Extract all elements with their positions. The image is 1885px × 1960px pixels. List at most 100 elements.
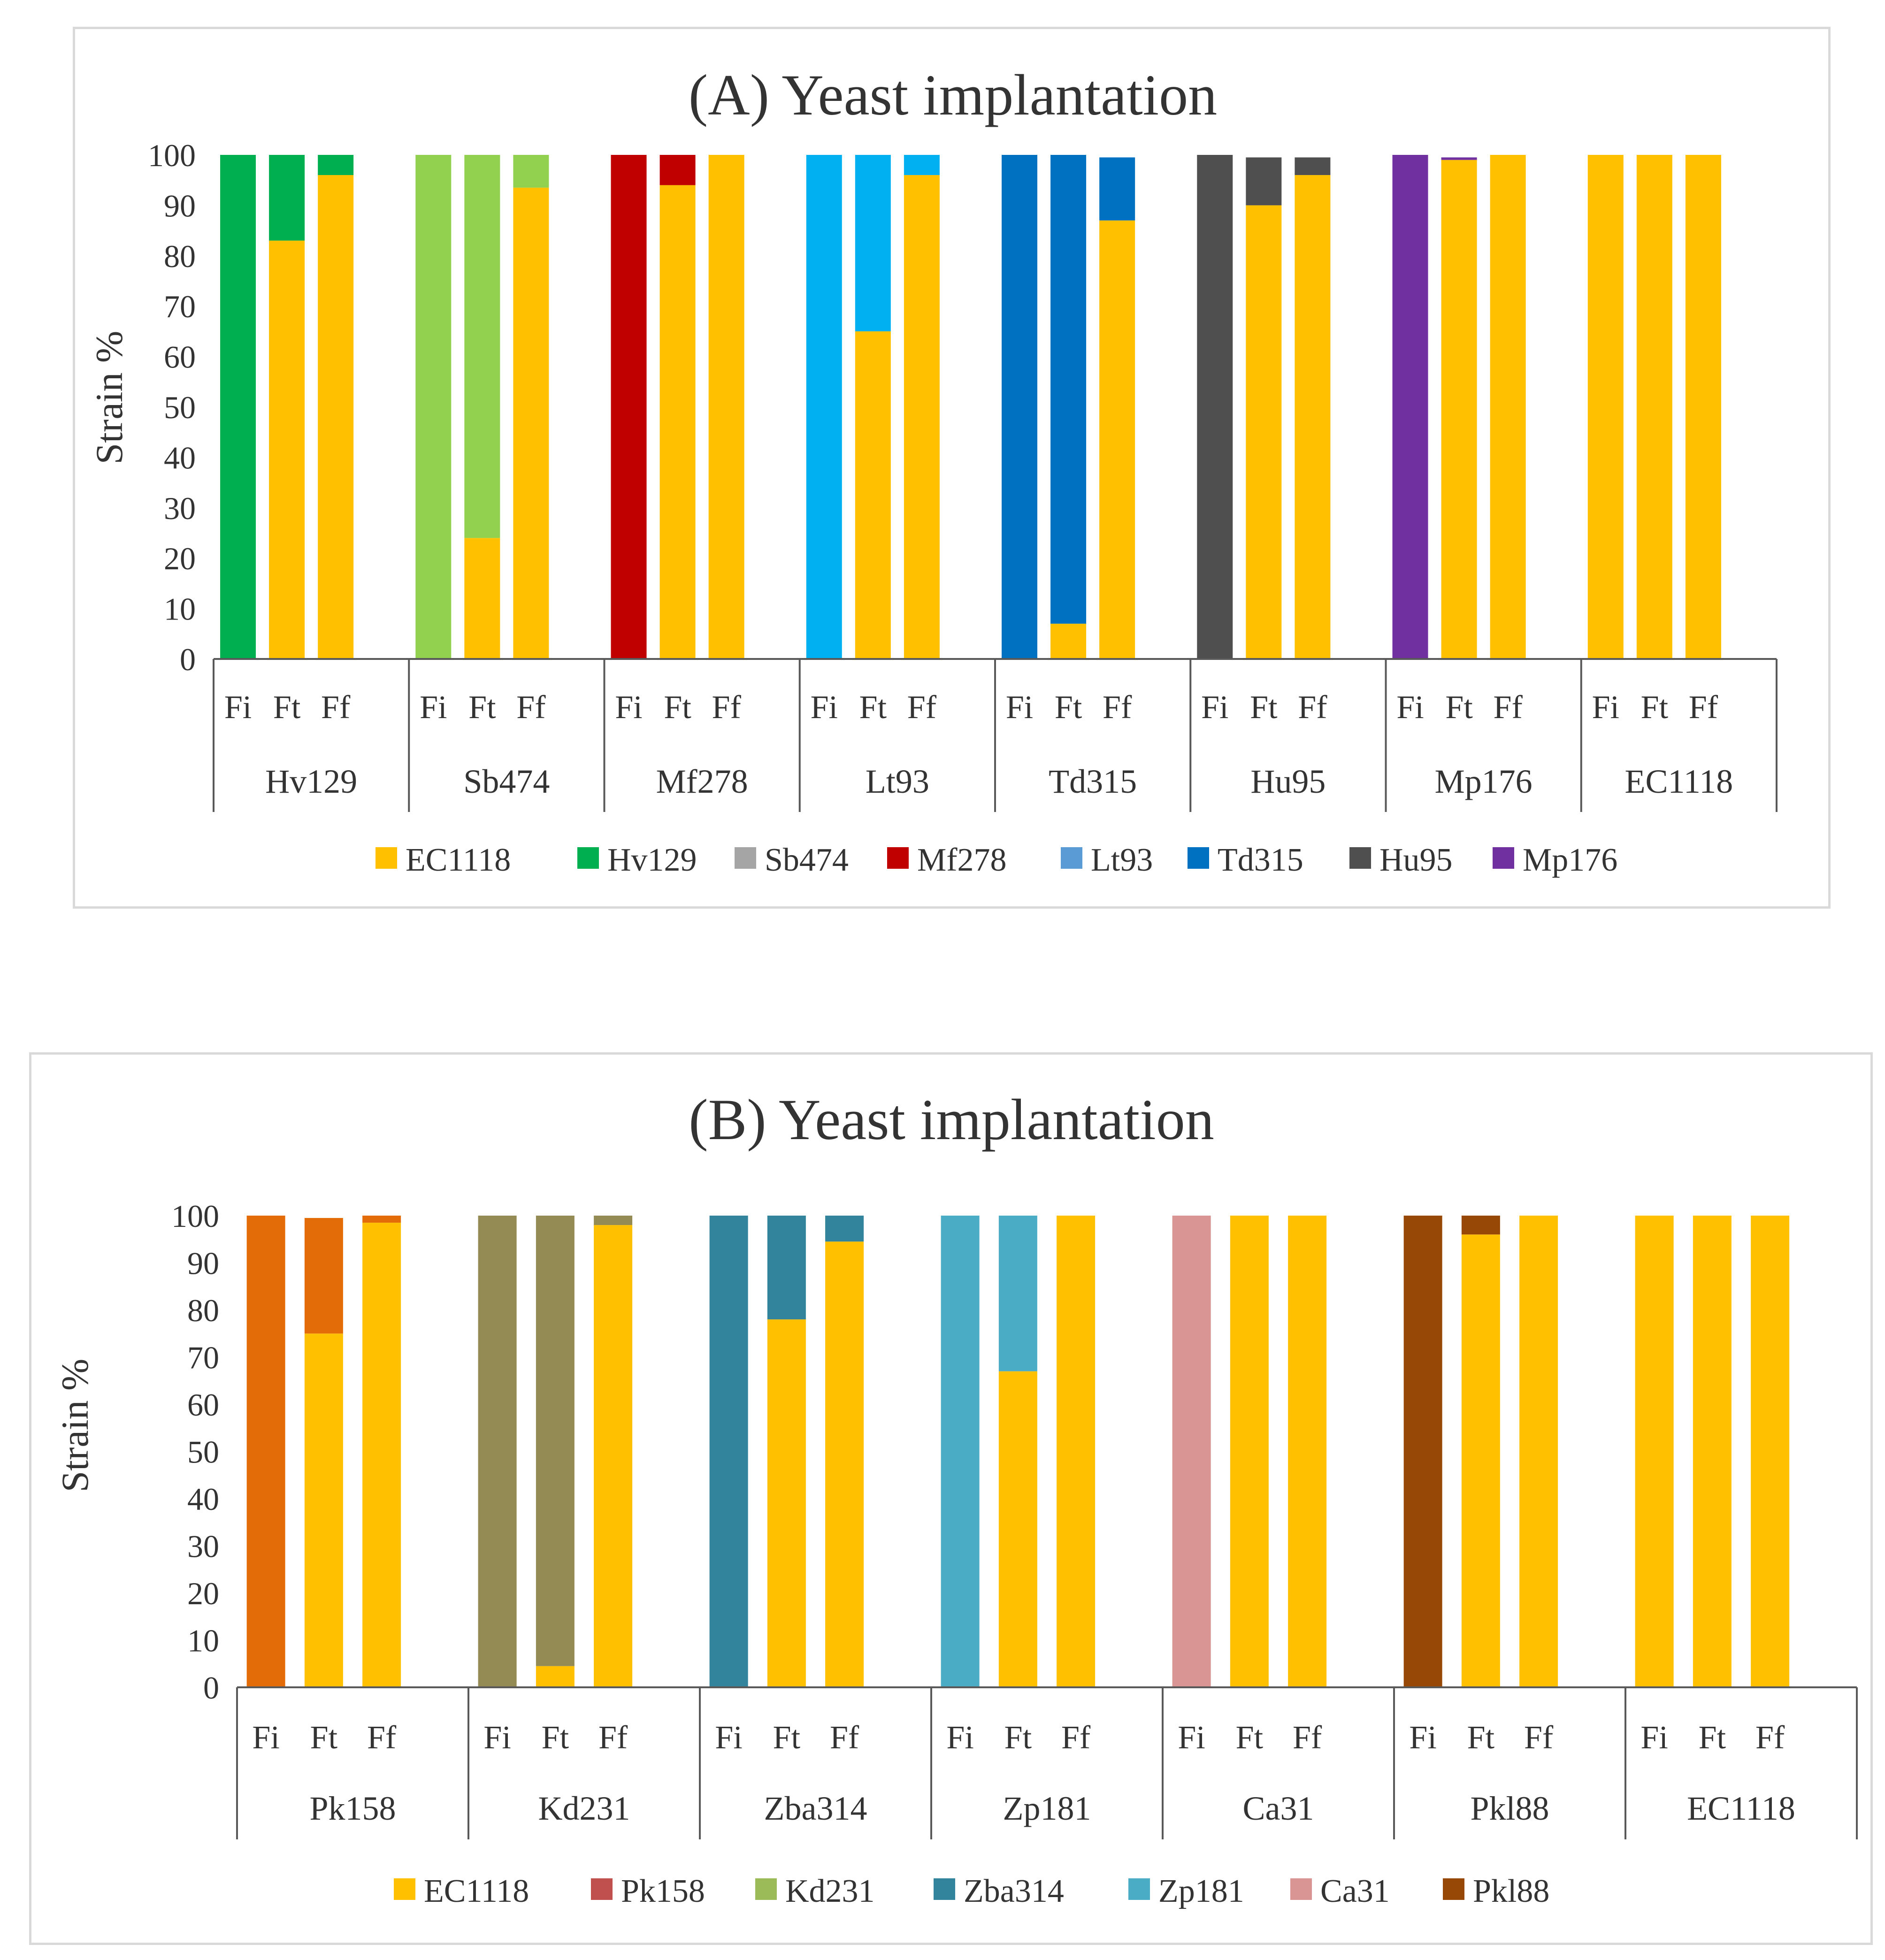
bar-segment-zba314-ft-ec1118: [767, 1319, 806, 1687]
phase-label: Fi: [811, 689, 838, 726]
phase-label: Fi: [1178, 1720, 1205, 1756]
phase-label: Ft: [1004, 1720, 1032, 1756]
legend-swatch-hv129: [577, 847, 599, 869]
bar-segment-pkl88-ft-pkl88: [1461, 1216, 1500, 1235]
legend-swatch-sb474: [735, 847, 756, 869]
group-label: Lt93: [866, 763, 929, 800]
bar-segment-pk158-ff-ec1118: [362, 1223, 401, 1687]
y-tick-label: 70: [164, 289, 196, 324]
y-tick-label: 70: [187, 1340, 219, 1376]
bar-segment-pk158-ft-ec1118: [304, 1333, 343, 1687]
legend-label: Hv129: [607, 842, 697, 878]
bar-segment-ca31-ft-ec1118: [1230, 1216, 1269, 1687]
legend-label: Ca31: [1320, 1873, 1390, 1909]
legend-label: Pk158: [621, 1873, 705, 1909]
phase-label: Ff: [367, 1720, 397, 1756]
y-tick-label: 30: [164, 490, 196, 526]
y-axis-label: Strain %: [88, 331, 130, 465]
bar-segment-pk158-fi-pk158: [246, 1216, 285, 1687]
phase-label: Ft: [542, 1720, 569, 1756]
phase-label: Ft: [468, 689, 496, 726]
phase-label: Ff: [1494, 689, 1523, 726]
bar-segment-ec1118-fi-ec1118: [1635, 1216, 1674, 1687]
phase-label: Fi: [615, 689, 642, 726]
phase-label: Fi: [715, 1720, 742, 1756]
y-tick-label: 0: [203, 1670, 219, 1706]
phase-label: Ff: [1298, 689, 1327, 726]
legend-swatch-pk158: [591, 1878, 613, 1900]
bar-segment-zba314-ft-zba314: [767, 1216, 806, 1320]
bar-segment-lt93-ff-lt93: [904, 155, 940, 175]
y-tick-label: 40: [164, 440, 196, 475]
bar-segment-ec1118-ff-ec1118: [1685, 155, 1721, 659]
bar-segment-mp176-ff-ec1118: [1490, 155, 1526, 659]
bar-segment-ca31-ff-ec1118: [1288, 1216, 1327, 1687]
group-label: Hu95: [1250, 763, 1326, 800]
y-tick-label: 80: [164, 238, 196, 274]
bar-segment-ec1118-ft-ec1118: [1636, 155, 1672, 659]
phase-label: Fi: [1201, 689, 1228, 726]
bar-segment-sb474-ff-ec1118: [513, 187, 549, 659]
legend-label: Mp176: [1523, 842, 1617, 878]
bar-segment-pkl88-fi-pkl88: [1403, 1216, 1442, 1687]
bar-segment-mf278-fi-mf278: [611, 155, 647, 659]
chart-b-svg: (B) Yeast implantation Strain % 0 10 20 30 4…: [54, 1087, 1858, 1909]
chart-panel-b: (B) Yeast implantation Strain % 0 10 20 30 4…: [29, 1052, 1873, 1945]
bar-segment-pkl88-ft-ec1118: [1461, 1234, 1500, 1687]
chart-title: (B) Yeast implantation: [689, 1087, 1214, 1152]
group-label: Hv129: [265, 763, 357, 800]
y-tick-label: 0: [180, 642, 196, 677]
phase-label: Ff: [1103, 689, 1132, 726]
bar-segment-zp181-ft-ec1118: [998, 1371, 1037, 1687]
bar-segment-kd231-ff-ec1118: [594, 1225, 633, 1687]
bar-segment-hv129-ff-hv129: [318, 155, 354, 175]
y-tick-label: 90: [164, 188, 196, 223]
bar-segment-sb474-ft-sb474: [464, 155, 500, 538]
phase-label: Fi: [224, 689, 252, 726]
group-label: Ca31: [1243, 1790, 1314, 1827]
phase-label: Ft: [859, 689, 887, 726]
bar-segment-ec1118-fi-ec1118: [1587, 155, 1624, 659]
legend-label: Sb474: [765, 842, 849, 878]
legend-swatch-mp176: [1493, 847, 1514, 869]
bar-segment-ca31-fi-ca31: [1172, 1216, 1211, 1687]
phase-label: Ff: [1061, 1720, 1091, 1756]
phase-label: Fi: [252, 1720, 279, 1756]
y-tick-label: 60: [187, 1387, 219, 1423]
phase-label: Ft: [1250, 689, 1278, 726]
phase-label: Ft: [664, 689, 691, 726]
legend-swatch-pkl88: [1443, 1878, 1464, 1900]
phase-label: Ff: [712, 689, 742, 726]
legend-swatch-td315: [1188, 847, 1209, 869]
bar-segment-pkl88-ff-ec1118: [1519, 1216, 1558, 1687]
bar-segment-hv129-ft-ec1118: [269, 240, 305, 659]
bar-segment-mp176-ft-ec1118: [1441, 160, 1477, 659]
y-tick-label: 20: [164, 541, 196, 576]
phase-label: Ff: [1755, 1720, 1785, 1756]
legend-label: Zba314: [964, 1873, 1064, 1909]
phase-label: Fi: [1006, 689, 1033, 726]
phase-label: Ft: [1467, 1720, 1495, 1756]
legend-swatch-ec1118: [375, 847, 397, 869]
legend-swatch-zp181: [1128, 1878, 1150, 1900]
phase-label: Fi: [946, 1720, 973, 1756]
bar-segment-mf278-ff-ec1118: [708, 155, 744, 659]
phase-label: Ff: [907, 689, 937, 726]
bar-segment-lt93-fi-lt93: [806, 155, 842, 659]
y-tick-label: 10: [164, 591, 196, 627]
bar-segment-hu95-ft-hu95: [1246, 157, 1282, 206]
bar-segment-ec1118-ff-ec1118: [1751, 1216, 1790, 1687]
bar-segment-mf278-ft-mf278: [659, 155, 696, 185]
bar-segment-sb474-ft-ec1118: [464, 538, 500, 659]
phase-label: Ft: [273, 689, 301, 726]
bar-segment-hv129-ft-hv129: [269, 155, 305, 241]
bar-segment-zba314-ff-zba314: [825, 1216, 864, 1242]
phase-label: Ft: [1055, 689, 1082, 726]
legend-swatch-zba314: [934, 1878, 955, 1900]
legend-label: Zp181: [1158, 1873, 1244, 1909]
bar-segment-ec1118-ft-ec1118: [1693, 1216, 1732, 1687]
y-tick-label: 20: [187, 1576, 219, 1611]
group-label: Pkl88: [1470, 1790, 1549, 1827]
bar-segment-lt93-ft-lt93: [855, 155, 891, 331]
phase-label: Ft: [773, 1720, 801, 1756]
